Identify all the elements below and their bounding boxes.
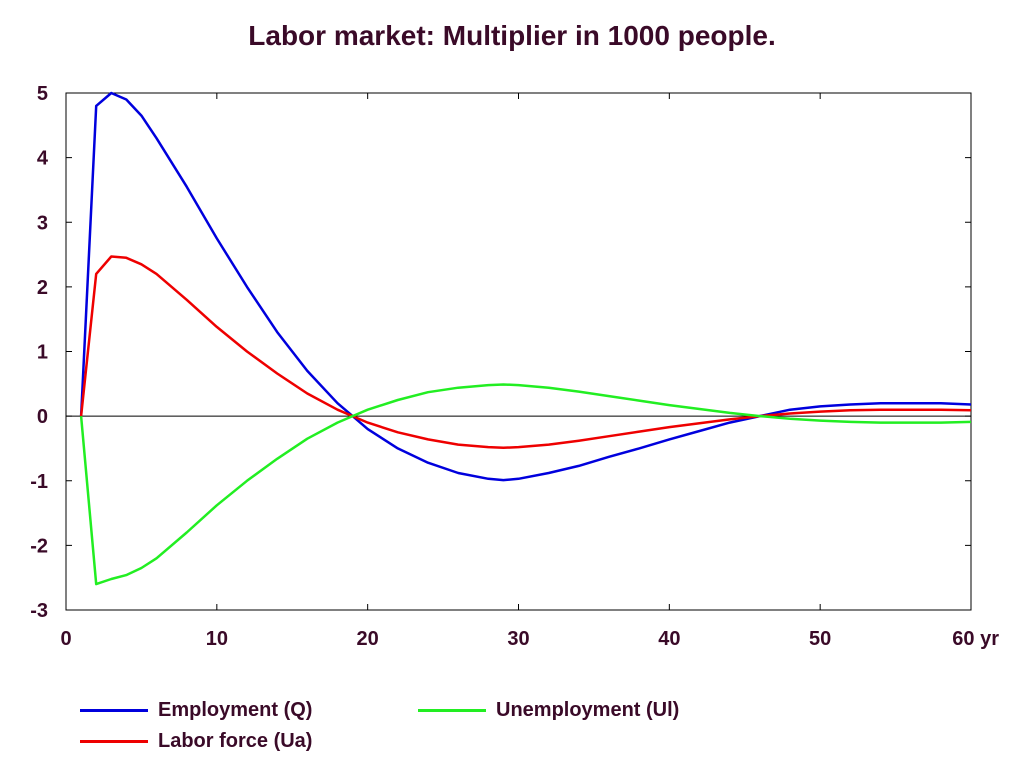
series-line-unemployment-ul xyxy=(79,383,972,586)
legend-swatch-unemployment xyxy=(418,709,486,712)
chart-title: Labor market: Multiplier in 1000 people. xyxy=(248,20,776,51)
legend-item-unemployment: Unemployment (Ul) xyxy=(418,699,679,722)
legend-label-employment: Employment (Q) xyxy=(158,699,313,721)
x-tick-label: 20 xyxy=(357,628,379,650)
y-tick-label: 4 xyxy=(37,148,49,170)
y-tick-label: 1 xyxy=(37,342,48,364)
legend-swatch-labor-force xyxy=(80,740,148,743)
plot-frame xyxy=(65,92,972,611)
legend-label-unemployment: Unemployment (Ul) xyxy=(496,699,680,721)
legend-item-labor-force: Labor force (Ua) xyxy=(80,730,312,753)
x-tick-label: 50 xyxy=(809,628,831,650)
plot-border xyxy=(65,92,972,611)
y-tick-label: 2 xyxy=(37,277,48,299)
x-tick-label: 60 yr xyxy=(952,628,999,650)
y-tick-label: 0 xyxy=(37,406,48,428)
y-tick-label: 3 xyxy=(37,212,48,234)
y-tick-label: -2 xyxy=(30,535,48,557)
y-tick-label: -1 xyxy=(30,471,48,493)
legend-swatch-employment xyxy=(80,709,148,712)
x-tick-label: 40 xyxy=(658,628,680,650)
x-tick-label: 30 xyxy=(507,628,529,650)
series-lines xyxy=(79,91,972,586)
y-tick-label: -3 xyxy=(30,600,48,622)
series-line-labor-force-ua xyxy=(79,255,972,450)
series-line-employment-q xyxy=(79,91,972,482)
legend-label-labor-force: Labor force (Ua) xyxy=(158,730,313,752)
x-tick-label: 0 xyxy=(60,628,71,650)
x-tick-label: 10 xyxy=(206,628,228,650)
y-tick-label: 5 xyxy=(37,83,48,105)
legend-item-employment: Employment (Q) xyxy=(80,699,312,722)
